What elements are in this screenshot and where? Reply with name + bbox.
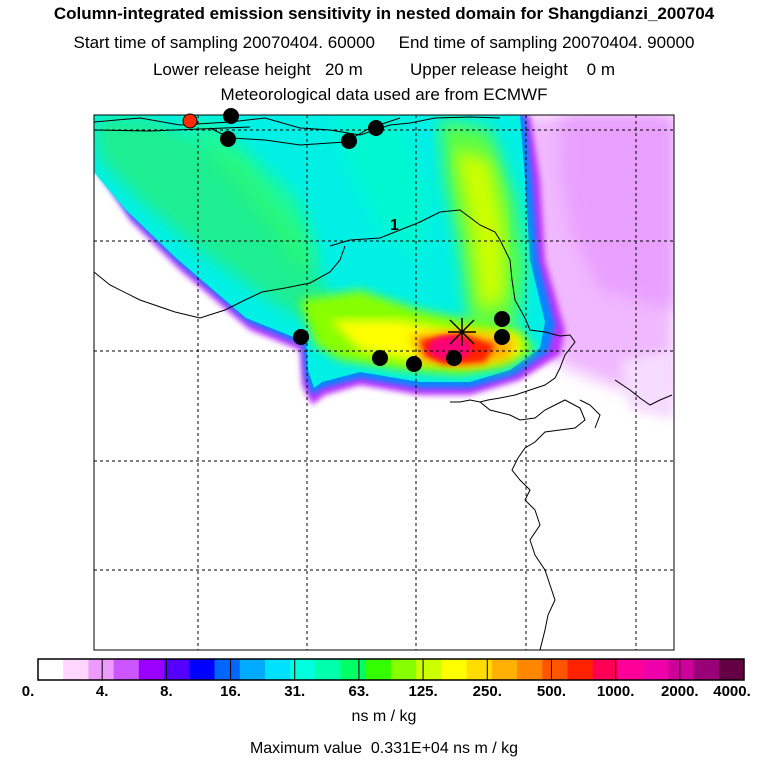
colorbar-cell (693, 659, 720, 680)
colorbar-cell (189, 659, 215, 680)
colorbar-cell (113, 659, 140, 680)
colorbar-cell (164, 659, 190, 680)
met-data-line: Meteorological data used are from ECMWF (220, 85, 548, 104)
colorbar-tick-label: 125. (408, 683, 438, 700)
colorbar-cell (542, 659, 568, 680)
colorbar-cell (491, 659, 518, 680)
station-dot (494, 329, 510, 345)
colorbar-cell (592, 659, 619, 680)
colorbar-tick-label: 4. (95, 683, 109, 700)
colorbar-units: ns m / kg (351, 708, 417, 725)
station-dot (223, 108, 239, 124)
colorbar-cell (617, 659, 644, 680)
colorbar-cell (466, 659, 493, 680)
colorbar-cell (315, 659, 342, 680)
colorbar-cell (567, 659, 594, 680)
colorbar-cell (88, 659, 115, 680)
station-dot (220, 131, 236, 147)
station-dot (341, 133, 357, 149)
colorbar-cell (391, 659, 417, 680)
colorbar-tick-label: 16. (220, 683, 241, 700)
colorbar-cell (63, 659, 89, 680)
colorbar-cell (643, 659, 669, 680)
colorbar-cell (290, 659, 316, 680)
contour-label: 1 (390, 217, 399, 234)
colorbar-tick-label: 0. (21, 683, 35, 700)
colorbar-tick-label: 500. (536, 683, 567, 700)
map-frame (93, 114, 675, 651)
colorbar-cell (441, 659, 468, 680)
sampling-time-line: Start time of sampling 20070404. 60000 E… (73, 33, 695, 52)
colorbar-ticks (101, 659, 681, 680)
station-dot (368, 120, 384, 136)
colorbar-tick-label: 4000. (713, 683, 751, 700)
colorbar-cell (239, 659, 266, 680)
colorbar-cell (214, 659, 241, 680)
origin-marker (182, 113, 198, 129)
release-height-line: Lower release height 20 m Upper release … (152, 60, 616, 79)
sensitivity-field (94, 115, 674, 420)
maximum-value: Maximum value 0.331E+04 ns m / kg (249, 740, 519, 757)
colorbar-tick-label: 250. (472, 683, 502, 700)
colorbar-cells (38, 659, 745, 680)
colorbar-cell (340, 659, 367, 680)
colorbar-tick-label: 1000. (596, 683, 635, 700)
station-dot (372, 350, 388, 366)
colorbar-tick-label: 2000. (661, 683, 699, 700)
colorbar-tick-label: 31. (284, 683, 306, 700)
station-dot (494, 311, 510, 327)
station-dot (293, 329, 309, 345)
colorbar-tick-label: 8. (160, 683, 173, 700)
colorbar-cell (517, 659, 543, 680)
colorbar-frame (37, 658, 745, 681)
colorbar-cell (718, 659, 745, 680)
colorbar-cell (668, 659, 695, 680)
station-dot (406, 356, 422, 372)
colorbar-tick-label: 63. (348, 683, 370, 700)
colorbar-cell (416, 659, 442, 680)
station-dot (446, 350, 462, 366)
colorbar-cell (365, 659, 392, 680)
grid-lines (94, 115, 674, 650)
release-marker (448, 318, 476, 346)
station-markers (220, 108, 510, 372)
colorbar-cell (38, 659, 64, 680)
plot-title: Column-integrated emission sensitivity i… (53, 4, 715, 23)
colorbar-cell (138, 659, 165, 680)
colorbar-cell (264, 659, 291, 680)
